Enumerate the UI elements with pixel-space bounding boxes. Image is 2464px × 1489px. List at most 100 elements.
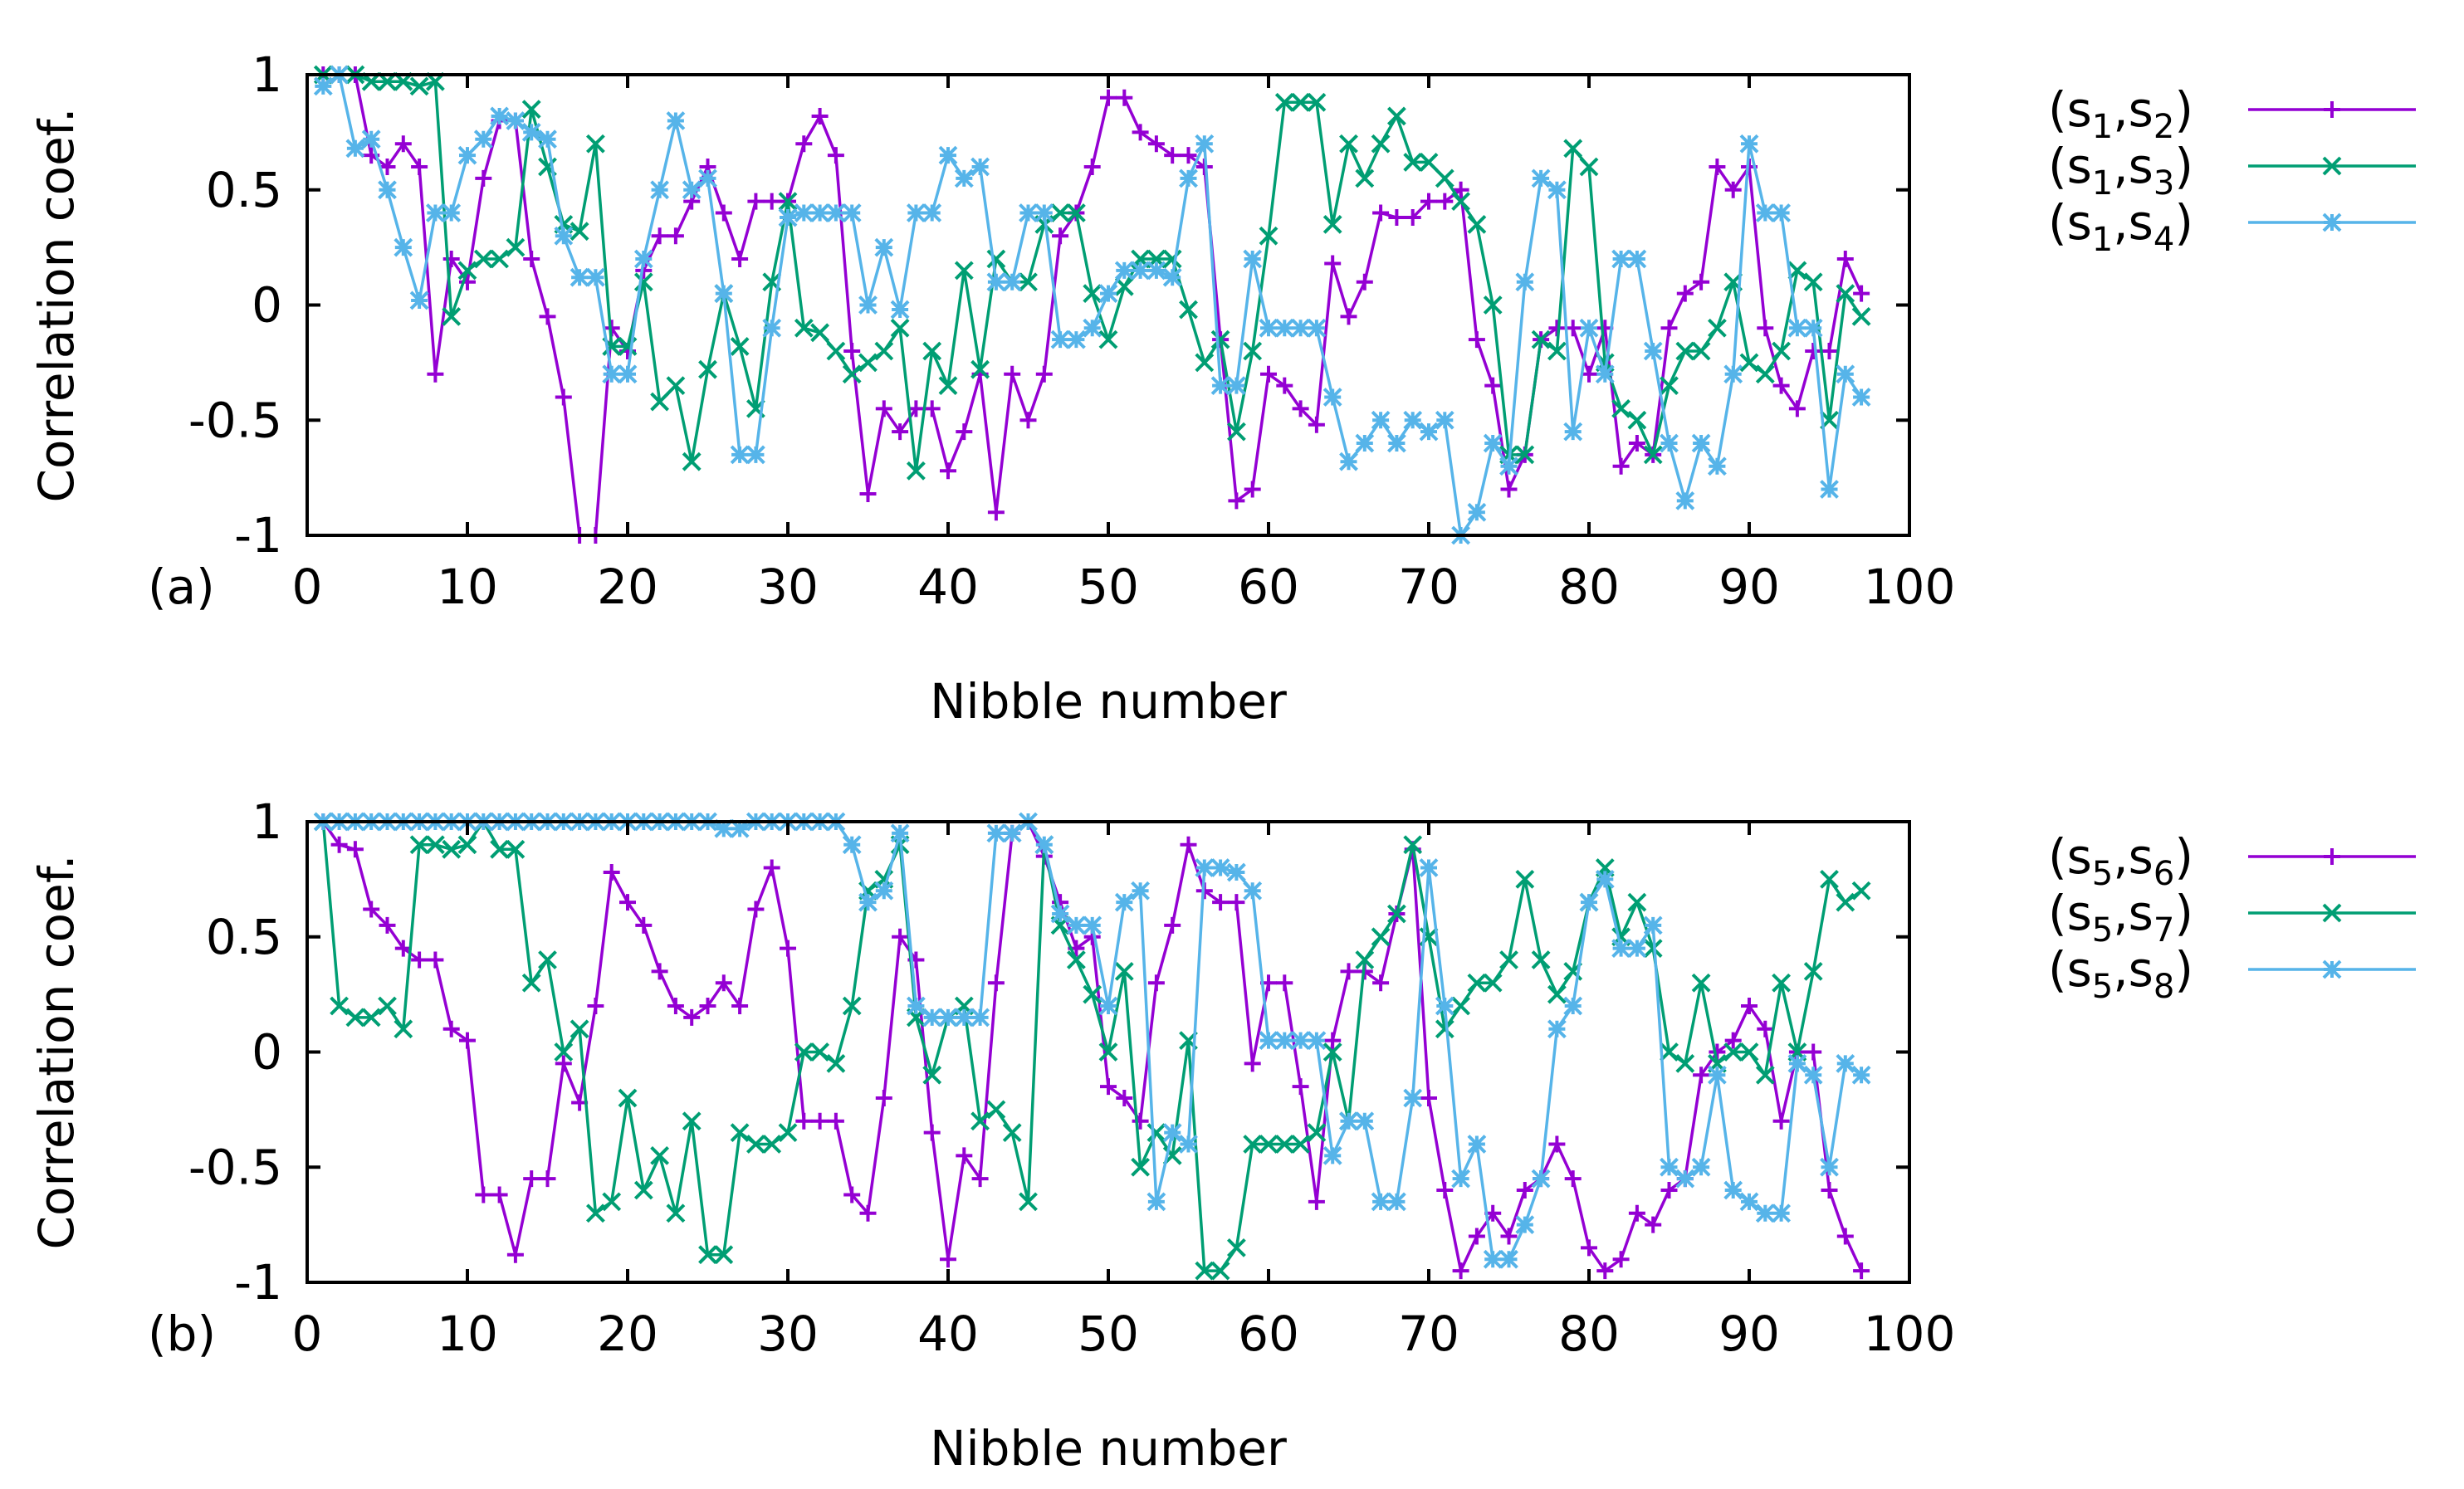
data-point — [667, 227, 684, 245]
data-point — [1820, 869, 1839, 889]
data-point — [1226, 1238, 1246, 1257]
data-point — [1675, 1169, 1695, 1189]
data-point — [906, 203, 926, 222]
data-point — [1788, 400, 1806, 417]
data-point — [666, 376, 686, 396]
data-point — [1131, 1157, 1151, 1177]
data-point — [1499, 456, 1518, 476]
data-point — [1467, 973, 1487, 993]
data-point — [409, 290, 429, 310]
data-point — [1755, 364, 1775, 384]
data-point — [874, 237, 894, 257]
x-tick-label: 20 — [597, 559, 658, 615]
x-tick-label: 60 — [1238, 559, 1299, 615]
data-point — [1019, 412, 1037, 429]
data-point — [506, 1246, 524, 1263]
data-point — [923, 400, 941, 417]
data-point — [1820, 1157, 1839, 1177]
data-point — [1643, 445, 1663, 465]
data-point — [922, 203, 942, 222]
legend-item-2: (s5,s7) — [2048, 885, 2416, 950]
legend-marker — [2324, 101, 2340, 118]
data-point — [1195, 134, 1215, 154]
data-point — [1851, 1065, 1871, 1085]
legend-text-part: ) — [2174, 194, 2193, 251]
data-point — [1019, 1192, 1038, 1212]
data-point — [1002, 1123, 1022, 1143]
x-tick-label: 60 — [1238, 1306, 1299, 1362]
data-point — [633, 249, 653, 269]
data-point — [682, 1111, 702, 1131]
data-point — [1595, 364, 1615, 384]
data-point — [457, 261, 477, 281]
data-point — [1083, 915, 1102, 935]
data-point — [1243, 249, 1263, 269]
data-point — [1179, 168, 1198, 188]
data-point — [811, 1112, 829, 1130]
data-point — [682, 180, 702, 200]
data-point — [570, 1019, 589, 1039]
data-point — [1851, 881, 1871, 901]
data-point — [1483, 973, 1503, 993]
data-point — [1435, 996, 1454, 1016]
panel-label: (a) — [148, 559, 215, 615]
legend-subscript: 6 — [2154, 855, 2174, 893]
data-point — [411, 159, 428, 175]
x-tick-label: 80 — [1558, 559, 1620, 615]
data-point — [1675, 341, 1695, 361]
legend-text-part: (s — [2048, 885, 2092, 941]
data-point — [1836, 892, 1855, 912]
data-point — [906, 996, 926, 1016]
data-point — [506, 111, 526, 130]
data-point — [409, 835, 429, 855]
data-point — [442, 306, 462, 326]
legend-text-part: (s — [2048, 138, 2092, 194]
legend-text-part: ,s — [2113, 81, 2154, 138]
legend-text-part: (s — [2048, 941, 2092, 998]
data-point — [1500, 1228, 1518, 1245]
data-point — [346, 841, 364, 858]
data-point — [1484, 377, 1502, 394]
data-point — [1195, 353, 1215, 373]
data-point — [1547, 341, 1567, 361]
data-point — [538, 950, 557, 969]
data-point — [490, 839, 510, 859]
data-point — [1291, 318, 1311, 338]
data-point — [1643, 915, 1663, 935]
data-point — [1803, 1065, 1823, 1085]
data-point — [1531, 330, 1551, 349]
data-point — [922, 341, 942, 361]
data-point — [1340, 963, 1357, 980]
data-point — [1691, 433, 1711, 453]
legend-marker — [2322, 959, 2342, 979]
data-point — [1307, 1123, 1327, 1143]
y-tick-label: 0 — [252, 1024, 282, 1081]
data-point — [378, 996, 397, 1016]
data-point — [843, 1186, 861, 1203]
data-point — [827, 147, 844, 164]
data-point — [827, 1112, 844, 1130]
data-point — [1516, 1182, 1533, 1199]
data-point — [810, 323, 830, 343]
data-point — [1547, 180, 1567, 200]
data-point — [892, 928, 909, 945]
data-point — [731, 998, 749, 1014]
data-point — [1836, 1228, 1854, 1245]
data-point — [1611, 939, 1631, 959]
data-point — [940, 462, 956, 480]
data-point — [491, 1186, 508, 1203]
legend-subscript: 5 — [2092, 968, 2113, 1006]
data-point — [1114, 892, 1134, 912]
data-point — [1004, 365, 1021, 383]
data-point — [538, 129, 557, 149]
data-point — [633, 272, 653, 292]
data-point — [1131, 261, 1151, 281]
data-point — [906, 461, 926, 481]
data-point — [1643, 939, 1663, 959]
legend-subscript: 8 — [2154, 968, 2174, 1006]
data-point — [1595, 869, 1615, 889]
data-point — [1772, 1112, 1790, 1130]
data-point — [1146, 1192, 1166, 1212]
data-point — [1308, 416, 1325, 433]
data-point — [1563, 139, 1583, 159]
